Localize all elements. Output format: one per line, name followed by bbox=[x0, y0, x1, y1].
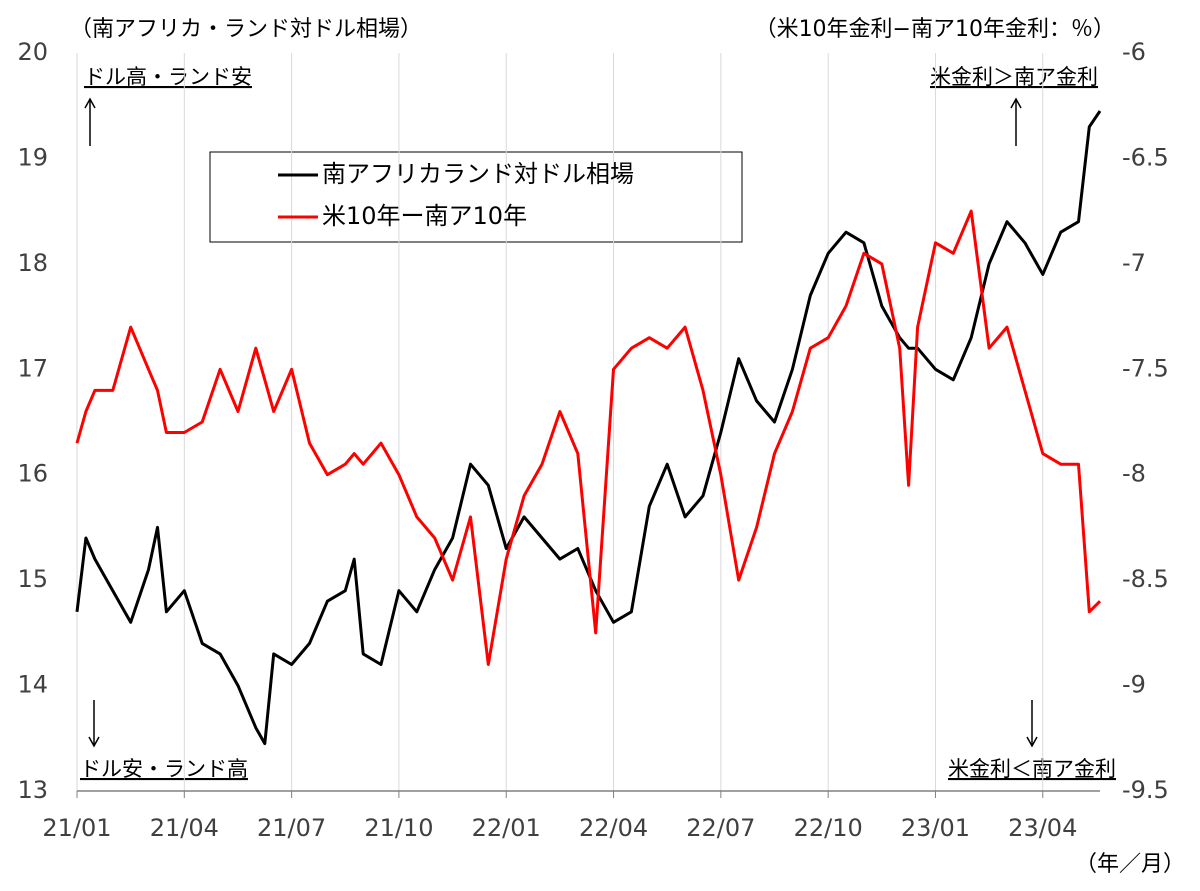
left-axis-title: （南アフリカ・ランド対ドル相場） bbox=[70, 17, 422, 42]
y2-tick-label: -9.5 bbox=[1122, 776, 1169, 804]
x-tick-label: 21/07 bbox=[257, 814, 326, 842]
annotation: ドル高・ランド安 bbox=[84, 65, 252, 89]
x-axis-unit: （年／月） bbox=[1075, 852, 1185, 877]
y-tick-label: 15 bbox=[17, 565, 48, 593]
y2-tick-label: -8.5 bbox=[1122, 565, 1169, 593]
y2-tick-label: -7 bbox=[1122, 249, 1146, 277]
legend-label: 南アフリカランド対ドル相場 bbox=[322, 160, 634, 188]
right-axis-title: （米10年金利−南ア10年金利：％） bbox=[755, 17, 1115, 42]
x-tick-label: 22/04 bbox=[579, 814, 648, 842]
x-tick-label: 22/10 bbox=[794, 814, 863, 842]
y-tick-label: 19 bbox=[17, 143, 48, 171]
y-tick-label: 18 bbox=[17, 249, 48, 277]
y2-tick-label: -9 bbox=[1122, 671, 1146, 699]
arrows bbox=[84, 97, 1038, 748]
x-tick-label: 22/07 bbox=[686, 814, 755, 842]
x-tick-label: 23/01 bbox=[901, 814, 970, 842]
legend-box bbox=[209, 151, 743, 243]
series-line bbox=[75, 110, 1102, 746]
x-tick-label: 23/04 bbox=[1008, 814, 1077, 842]
y-tick-label: 17 bbox=[17, 354, 48, 382]
x-tick-label: 21/04 bbox=[150, 814, 219, 842]
annotation: 米金利＞南ア金利 bbox=[930, 65, 1098, 89]
y-tick-label: 13 bbox=[17, 776, 48, 804]
annotation: 米金利＜南ア金利 bbox=[948, 757, 1116, 781]
x-tick-label: 21/10 bbox=[364, 814, 433, 842]
series-line bbox=[75, 209, 1102, 666]
x-tick-label: 21/01 bbox=[42, 814, 111, 842]
y2-tick-label: -8 bbox=[1122, 460, 1146, 488]
y-tick-label: 20 bbox=[17, 38, 48, 66]
y2-tick-label: -6.5 bbox=[1122, 143, 1169, 171]
y-tick-label: 14 bbox=[17, 671, 48, 699]
y2-tick-label: -7.5 bbox=[1122, 354, 1169, 382]
x-tick-label: 22/01 bbox=[472, 814, 541, 842]
annotation: ドル安・ランド高 bbox=[80, 757, 248, 781]
y-tick-label: 16 bbox=[17, 460, 48, 488]
y2-tick-label: -6 bbox=[1122, 38, 1146, 66]
legend-label: 米10年ー南ア10年 bbox=[322, 202, 527, 230]
